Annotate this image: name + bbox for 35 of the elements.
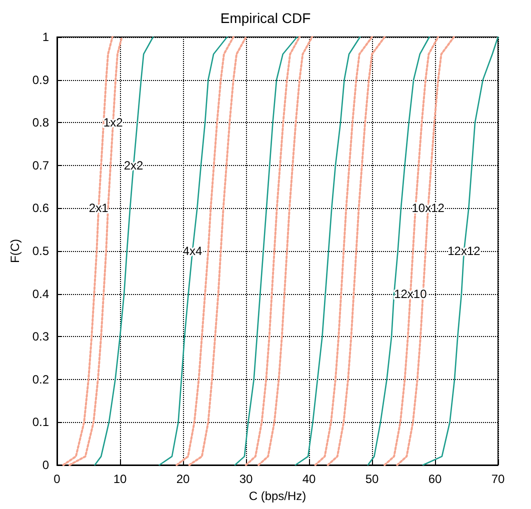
- x-tick-label: 30: [239, 472, 253, 486]
- x-tick-label: 70: [491, 472, 505, 486]
- x-axis-title: C (bps/Hz): [248, 488, 306, 503]
- x-tick-label: 0: [54, 472, 61, 486]
- line-series: [245, 36, 301, 466]
- y-tick-label: 0.9: [32, 72, 50, 87]
- y-axis-title: F(C): [8, 239, 22, 263]
- y-tick-label: 0.5: [32, 244, 50, 258]
- line-series: [158, 36, 228, 466]
- chart-title: Empirical CDF: [220, 10, 311, 26]
- line-series: [314, 36, 373, 466]
- y-tick-label: 0.6: [32, 201, 50, 216]
- line-series: [326, 36, 386, 466]
- y-tick-label: 0.7: [32, 158, 50, 172]
- line-series: [234, 36, 298, 466]
- y-tick-label: 0.4: [32, 286, 50, 301]
- x-tick-label: 40: [302, 472, 316, 486]
- y-tick-label: 0.1: [32, 415, 50, 430]
- line-series: [258, 36, 314, 466]
- line-series: [68, 36, 123, 466]
- annotation: 10x12: [412, 201, 445, 216]
- annotation: 1x2: [103, 116, 124, 130]
- y-tick-label: 0.8: [32, 116, 50, 130]
- annotation: 12x10: [394, 286, 428, 301]
- y-tick-label: 0: [42, 458, 50, 472]
- x-tick-label: 20: [176, 472, 190, 486]
- annotation: 2x1: [88, 201, 109, 216]
- x-tick-label: 10: [113, 472, 127, 486]
- x-tick-label: 50: [365, 472, 379, 486]
- x-tick-label: 60: [428, 472, 442, 486]
- line-series: [176, 36, 234, 466]
- y-tick-label: 1: [42, 30, 50, 44]
- line-series: [294, 36, 361, 466]
- y-tick-label: 0.3: [32, 330, 50, 344]
- y-tick-label: 0.2: [32, 372, 50, 386]
